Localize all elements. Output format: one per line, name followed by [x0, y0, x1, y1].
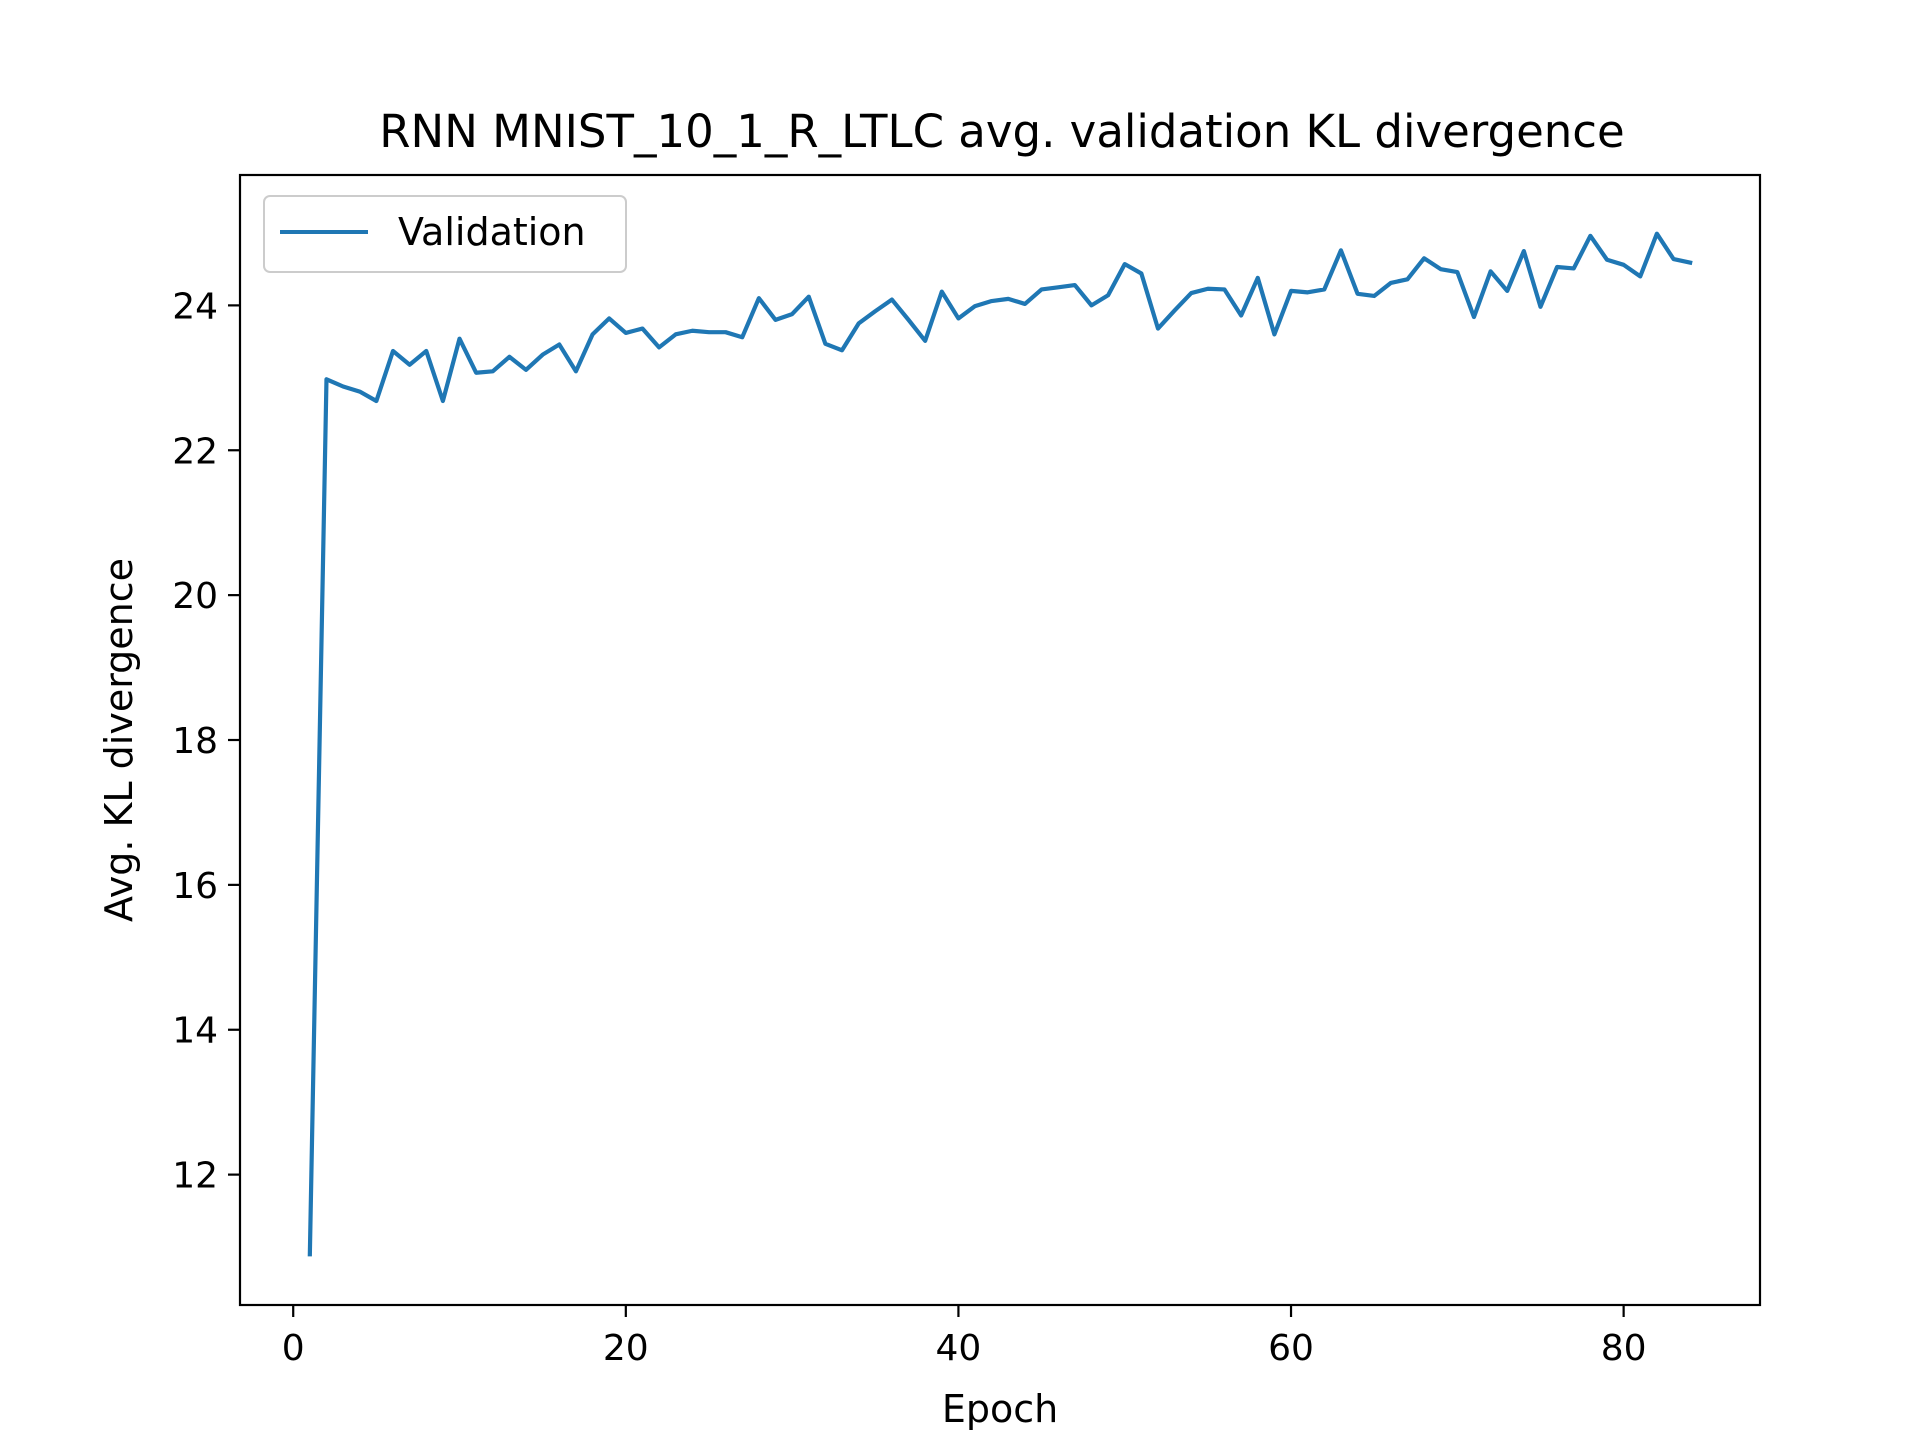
y-tick-label: 16: [172, 866, 218, 907]
x-tick-label: 60: [1268, 1328, 1314, 1369]
y-axis-ticks: 12 14 16 18 20 22 24: [172, 286, 240, 1197]
y-tick-label: 14: [172, 1011, 218, 1052]
x-axis-ticks: 0 20 40 60 80: [282, 1305, 1647, 1369]
series-line-validation: [307, 231, 1693, 1257]
y-tick-label: 18: [172, 721, 218, 762]
legend-box: [263, 195, 627, 273]
x-tick-label: 0: [282, 1328, 305, 1369]
y-tick-label: 12: [172, 1156, 218, 1197]
y-tick-label: 22: [172, 431, 218, 472]
y-tick-label: 24: [172, 286, 218, 327]
x-tick-label: 20: [603, 1328, 649, 1369]
y-axis-label: Avg. KL divergence: [97, 558, 141, 922]
x-tick-label: 80: [1601, 1328, 1647, 1369]
legend-label-validation: Validation: [398, 210, 586, 254]
chart-title: RNN MNIST_10_1_R_LTLC avg. validation KL…: [379, 105, 1624, 158]
legend: Validation: [263, 195, 627, 273]
y-tick-label: 20: [172, 576, 218, 617]
x-axis-label: Epoch: [942, 1387, 1058, 1431]
series-layer: [307, 231, 1693, 1257]
x-tick-label: 40: [936, 1328, 982, 1369]
